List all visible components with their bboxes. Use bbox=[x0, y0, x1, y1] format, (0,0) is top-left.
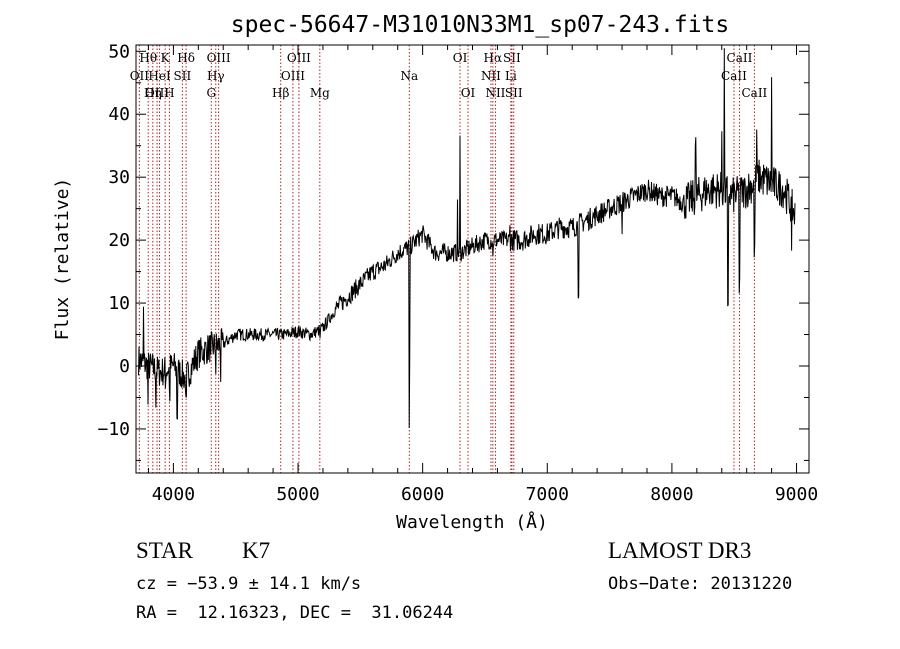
line-label-15: Mg bbox=[310, 86, 330, 100]
ra-dec-coordinates: RA = 12.16323, DEC = 31.06244 bbox=[136, 603, 454, 623]
line-label-16: Na bbox=[400, 69, 418, 83]
observation-date: Obs−Date: 20131220 bbox=[608, 574, 793, 594]
y-tick-label-3: 20 bbox=[108, 230, 130, 251]
y-tick-label-2: 10 bbox=[108, 293, 130, 314]
line-label-6: H bbox=[164, 86, 174, 100]
object-subclass: K7 bbox=[242, 538, 271, 563]
line-label-12: Hβ bbox=[272, 86, 289, 100]
line-label-2: OIII bbox=[145, 86, 169, 100]
line-label-23: NII bbox=[485, 86, 505, 100]
y-tick-label-0: −10 bbox=[97, 419, 130, 440]
redshift-cz: cz = −53.9 ± 14.1 km/s bbox=[136, 574, 362, 594]
x-tick-label-5: 9000 bbox=[775, 484, 818, 505]
line-label-0: Hθ bbox=[139, 51, 157, 65]
x-tick-label-4: 8000 bbox=[650, 484, 693, 505]
line-label-26: CaII bbox=[727, 51, 753, 65]
line-label-7: SII bbox=[174, 69, 192, 83]
line-label-9: OIII bbox=[207, 51, 231, 65]
y-axis-label: Flux (relative) bbox=[52, 178, 73, 341]
line-label-27: CaII bbox=[741, 86, 767, 100]
line-label-22: Li bbox=[505, 69, 517, 83]
line-label-11: G bbox=[206, 86, 216, 100]
line-label-8: Hδ bbox=[177, 51, 195, 65]
axis-ticks: 4000 5000 6000 7000 8000 9000 −10 0 10 20 30 40 50 bbox=[97, 41, 818, 505]
line-label-20: SII bbox=[503, 51, 521, 65]
line-label-4: HeI bbox=[148, 69, 171, 83]
line-label-24: SII bbox=[505, 86, 523, 100]
line-label-5: Hη bbox=[144, 86, 162, 100]
line-label-13: OIII bbox=[287, 51, 311, 65]
x-tick-label-2: 6000 bbox=[401, 484, 444, 505]
object-class: STAR bbox=[136, 538, 193, 563]
line-label-14: OIII bbox=[281, 69, 305, 83]
survey-name: LAMOST DR3 bbox=[608, 538, 752, 563]
y-tick-label-1: 0 bbox=[119, 356, 130, 377]
line-label-19: Hα bbox=[484, 51, 503, 65]
line-label-17: OI bbox=[453, 51, 468, 65]
x-tick-label-1: 5000 bbox=[276, 484, 319, 505]
y-tick-label-4: 30 bbox=[108, 167, 130, 188]
line-label-25: CaII bbox=[721, 69, 747, 83]
line-label-21: NII bbox=[481, 69, 501, 83]
line-label-10: Hγ bbox=[207, 69, 225, 83]
spectrum-line bbox=[138, 48, 796, 428]
x-tick-label-3: 7000 bbox=[526, 484, 569, 505]
x-tick-label-0: 4000 bbox=[152, 484, 195, 505]
chart-title: spec-56647-M31010N33M1_sp07-243.fits bbox=[231, 12, 730, 38]
line-label-18: OI bbox=[461, 86, 476, 100]
y-tick-label-5: 40 bbox=[108, 104, 130, 125]
x-axis-label: Wavelength (Å) bbox=[396, 511, 548, 533]
line-label-3: K bbox=[161, 51, 171, 65]
y-tick-label-6: 50 bbox=[108, 41, 130, 62]
line-label-1: OII bbox=[130, 69, 150, 83]
plot-frame bbox=[135, 44, 810, 474]
